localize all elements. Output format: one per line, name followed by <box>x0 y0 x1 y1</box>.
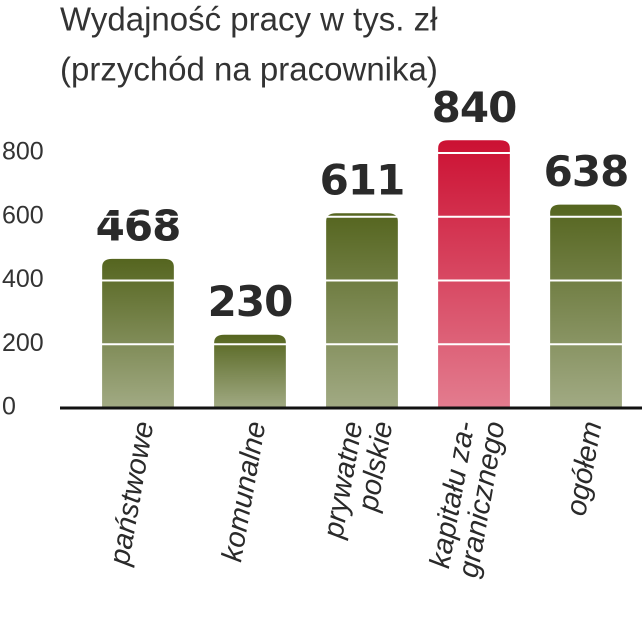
x-tick-label: komunalne <box>216 419 272 564</box>
value-label: 638 <box>544 147 629 196</box>
x-tick-label: państwowe <box>104 419 161 568</box>
bar-shade <box>214 334 286 408</box>
bar-shade <box>550 204 622 408</box>
y-tick-label: 400 <box>2 265 44 293</box>
y-tick-label: 0 <box>2 393 16 421</box>
value-label: 840 <box>432 83 517 132</box>
y-tick-label: 600 <box>2 201 44 229</box>
bar-shade <box>326 213 398 408</box>
y-tick-label: 800 <box>2 138 44 166</box>
x-tick-label: ogółem <box>560 419 608 518</box>
chart-subtitle: (przychód na pracownika) <box>60 51 438 88</box>
value-label: 230 <box>208 277 293 326</box>
bar-shade <box>438 140 510 408</box>
value-label: 611 <box>320 156 405 205</box>
value-label: 468 <box>96 201 181 250</box>
bar-shade <box>102 258 174 408</box>
chart-title: Wydajność pracy w tys. zł <box>60 1 438 38</box>
y-tick-label: 200 <box>2 329 44 357</box>
